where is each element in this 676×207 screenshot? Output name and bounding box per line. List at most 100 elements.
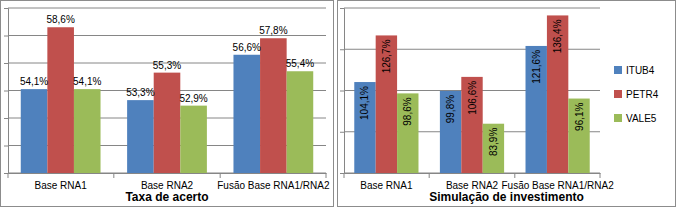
- y-tick: [4, 36, 8, 37]
- data-label: 83,9%: [488, 128, 499, 156]
- y-tick-mark: [340, 49, 344, 50]
- x-tick-label: Base RNA1: [360, 180, 413, 191]
- data-label: 106,6%: [467, 81, 478, 115]
- data-label: 98,6%: [402, 97, 413, 125]
- y-axis: [340, 9, 345, 174]
- bar: [568, 99, 589, 173]
- bar: [233, 55, 260, 173]
- x-tick: Base RNA1: [360, 173, 413, 191]
- x-separators: [344, 173, 600, 178]
- x-separator: [514, 173, 515, 178]
- data-label: 54,1%: [20, 76, 48, 87]
- y-tick-mark: [340, 8, 344, 9]
- y-tick: [4, 118, 8, 119]
- x-axis-line: [345, 173, 601, 174]
- bar: [461, 77, 482, 173]
- chart-canvas: Base RNA1Base RNA2Fusão Base RNA1/RNA254…: [0, 0, 676, 207]
- grid-line: [8, 8, 326, 9]
- bar: [376, 35, 397, 173]
- data-label: 104,1%: [359, 86, 370, 120]
- bar: [260, 38, 287, 173]
- legend-swatch: [614, 90, 622, 98]
- y-axis-line: [340, 9, 345, 174]
- y-tick: [340, 132, 344, 133]
- data-label: 55,4%: [286, 58, 314, 69]
- y-tick: [4, 8, 8, 9]
- grid: [8, 8, 326, 173]
- bar: [440, 91, 461, 173]
- bar: [47, 27, 74, 173]
- x-axis-line: [9, 173, 327, 174]
- y-tick: [4, 91, 8, 92]
- bar: [483, 124, 504, 173]
- x-separator: [113, 173, 114, 178]
- legend-label: ITUB4: [626, 65, 655, 76]
- bar: [547, 15, 568, 173]
- y-axis-line: [4, 9, 9, 174]
- bar: [354, 82, 375, 173]
- y-tick-mark: [340, 173, 344, 174]
- data-label: 52,9%: [179, 93, 207, 104]
- bars: [21, 27, 313, 173]
- y-tick: [340, 49, 344, 50]
- x-tick: Base RNA2: [141, 173, 194, 191]
- legend-swatch: [614, 114, 622, 122]
- y-tick-mark: [4, 146, 8, 147]
- legend: ITUB4PETR4VALE5: [614, 65, 659, 124]
- x-separator: [326, 173, 327, 178]
- y-tick-mark: [4, 118, 8, 119]
- data-label: 126,7%: [381, 39, 392, 73]
- y-tick: [4, 173, 8, 174]
- data-label: 136,4%: [552, 19, 563, 53]
- bar: [74, 89, 101, 173]
- data-labels: 54,1%53,3%56,6%58,6%55,3%57,8%54,1%52,9%…: [20, 14, 314, 103]
- chart-panel: Base RNA1 Base RNA2Fusão Base RNA1/RNA2 10…: [338, 1, 676, 207]
- bar: [21, 89, 48, 173]
- chart-title: Simulação de investimento: [429, 190, 584, 204]
- y-axis: [4, 9, 9, 174]
- x-axis: Base RNA1 Base RNA2 Fusão Base RNA1/RNA2: [9, 173, 330, 191]
- data-label: 54,1%: [73, 76, 101, 87]
- data-label: 99,8%: [445, 95, 456, 123]
- y-tick: [4, 63, 8, 64]
- legend-swatch: [614, 66, 622, 74]
- panel-frame: [1, 1, 334, 207]
- y-tick: [340, 8, 344, 9]
- y-tick-mark: [4, 63, 8, 64]
- y-tick: [4, 146, 8, 147]
- chart-panel: Base RNA1 Base RNA2 Fusão Base RNA1/RNA2 54…: [1, 1, 334, 207]
- grid-line: [344, 8, 600, 9]
- grid: [344, 8, 600, 173]
- data-label: 56,6%: [233, 42, 261, 53]
- data-label: 57,8%: [259, 25, 287, 36]
- y-tick-mark: [4, 173, 8, 174]
- x-tick: Fusão Base RNA1/RNA2: [501, 173, 614, 191]
- chart-title: Taxa de acerto: [125, 190, 208, 204]
- bar: [127, 100, 154, 173]
- y-tick-mark: [340, 91, 344, 92]
- bar: [154, 73, 181, 173]
- x-separator: [8, 173, 9, 178]
- bar: [287, 71, 314, 173]
- data-label: 58,6%: [46, 14, 74, 25]
- x-tick: Base RNA2: [446, 173, 499, 191]
- x-separators: [8, 173, 326, 178]
- y-tick-mark: [4, 36, 8, 37]
- bars: [354, 15, 589, 173]
- x-tick-label: Fusão Base RNA1/RNA2: [217, 180, 330, 191]
- x-tick-label: Base RNA1: [35, 180, 88, 191]
- bar: [526, 46, 547, 173]
- x-tick: Fusão Base RNA1/RNA2: [217, 173, 330, 191]
- x-axis: Base RNA1 Base RNA2Fusão Base RNA1/RNA2: [345, 173, 615, 191]
- data-label: 55,3%: [153, 60, 181, 71]
- bar: [180, 106, 207, 173]
- bar: [397, 93, 418, 173]
- legend-label: VALE5: [626, 113, 657, 124]
- x-separator: [344, 173, 345, 178]
- data-labels: 104,1%99,8%121,6%126,7%106,6%136,4%98,6%…: [359, 19, 584, 156]
- y-tick: [340, 173, 344, 174]
- x-separator: [429, 173, 430, 178]
- x-separator: [600, 173, 601, 178]
- y-tick-mark: [340, 132, 344, 133]
- panel-frame: [338, 1, 676, 207]
